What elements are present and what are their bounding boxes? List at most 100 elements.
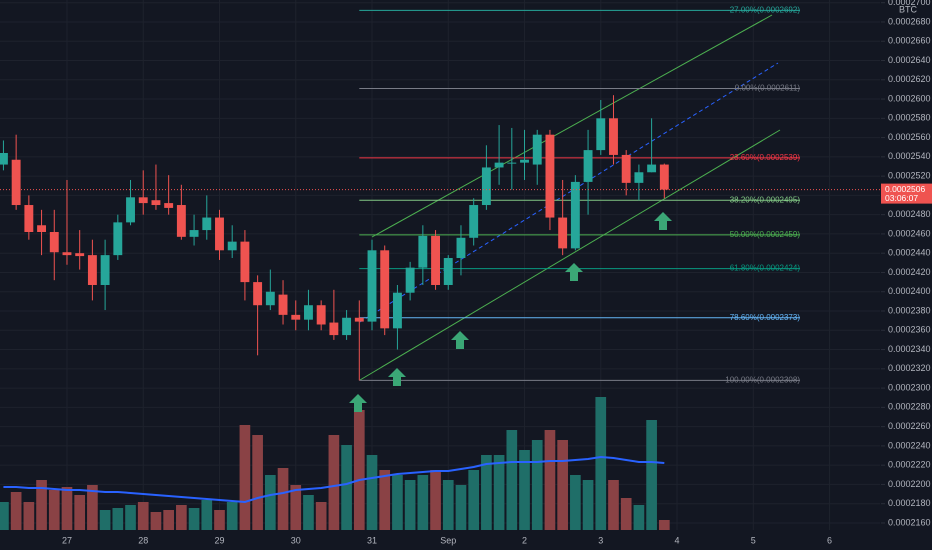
candle-body <box>354 317 364 322</box>
volume-bar <box>455 485 467 530</box>
x-tick-label: 3 <box>598 535 603 545</box>
time-axis-bg <box>0 531 881 550</box>
volume-bar <box>137 502 149 530</box>
candle-body <box>329 322 339 336</box>
y-tick-label: 0.0002640 <box>888 55 931 65</box>
volume-bar <box>353 410 365 530</box>
volume-bar <box>430 470 441 530</box>
x-tick-label: 30 <box>291 535 301 545</box>
candle-body <box>113 222 123 256</box>
price-axis-bg <box>881 0 932 550</box>
channel-mid <box>359 62 779 323</box>
y-tick-label: 0.0002520 <box>888 170 931 180</box>
volume-bar <box>506 430 518 530</box>
candle-body <box>0 152 8 165</box>
volume-bar <box>277 468 289 530</box>
y-tick-label: 0.0002300 <box>888 382 931 392</box>
candle-body <box>545 134 555 218</box>
volume-bar <box>74 495 86 530</box>
candle-body <box>609 118 618 155</box>
candle-body <box>520 159 529 163</box>
y-tick-label: 0.0002160 <box>888 517 931 527</box>
volume-bar <box>493 455 505 530</box>
volume-bar <box>557 440 568 530</box>
current-price-label: 0.0002506 <box>885 184 925 194</box>
candle-body <box>164 203 174 208</box>
candle-body <box>532 134 542 165</box>
candles <box>0 95 880 381</box>
volume-bar <box>125 505 136 530</box>
volume-bar <box>0 502 9 530</box>
volume-bar <box>646 420 657 530</box>
candle-body <box>418 235 428 268</box>
volume-bar <box>99 510 111 530</box>
volume-bar <box>658 520 670 530</box>
candle-body <box>151 200 161 206</box>
candle-body <box>176 205 186 237</box>
volume-bar <box>239 425 251 530</box>
volume-bar <box>214 510 225 530</box>
x-tick-label: Sep <box>440 535 456 545</box>
candle-body <box>570 181 580 249</box>
candle-body <box>202 217 212 231</box>
arrow-up <box>654 212 672 230</box>
volume-bar <box>163 510 174 530</box>
volume-bar <box>544 430 556 530</box>
volume-bar <box>404 480 416 530</box>
volume-bar <box>188 508 200 530</box>
candle-body <box>443 258 453 285</box>
y-tick-label: 0.0002600 <box>888 93 931 103</box>
fib-label: 50.00%(0.0002459) <box>730 230 801 239</box>
candle-body <box>583 150 593 182</box>
volume-bar <box>252 435 263 530</box>
y-tick-label: 0.0002260 <box>888 421 931 431</box>
volume-bar <box>23 502 35 530</box>
volume-bar <box>226 502 238 530</box>
volume-bar <box>150 512 162 530</box>
y-tick-label: 0.0002560 <box>888 132 931 142</box>
volume-bar <box>290 485 302 530</box>
candle-body <box>253 282 263 306</box>
y-tick-label: 0.0002420 <box>888 267 931 277</box>
fib-label: 78.60%(0.0002373) <box>730 313 801 322</box>
candle-body <box>405 267 415 293</box>
volume-bar <box>36 480 47 530</box>
y-tick-label: 0.0002460 <box>888 228 931 238</box>
arrow-up <box>565 263 583 281</box>
candle-body <box>138 197 148 204</box>
candle-body <box>392 292 402 329</box>
arrow-up <box>451 331 469 349</box>
volume-bar <box>201 500 213 530</box>
y-tick-label: 0.0002580 <box>888 113 931 123</box>
candle-body <box>596 118 606 151</box>
volume-bar <box>468 470 480 530</box>
y-tick-label: 0.0002480 <box>888 209 931 219</box>
candle-body <box>215 217 224 251</box>
candle-body <box>342 317 352 336</box>
candle-body <box>558 217 568 249</box>
y-tick-label: 0.0002400 <box>888 286 931 296</box>
candle-body <box>240 241 250 283</box>
x-tick-label: 28 <box>138 535 148 545</box>
volume-bar <box>87 485 98 530</box>
volume-bar <box>176 505 187 530</box>
volume-bar <box>328 435 340 530</box>
volume-bar <box>633 505 645 530</box>
y-tick-label: 0.0002340 <box>888 344 931 354</box>
candle-body <box>304 305 313 320</box>
candle-body <box>24 205 34 233</box>
channel-lower <box>359 129 781 381</box>
y-tick-label: 0.0002540 <box>888 151 931 161</box>
x-tick-label: 4 <box>675 535 680 545</box>
x-tick-label: 6 <box>827 535 832 545</box>
candle-body <box>469 205 479 238</box>
candle-body <box>100 255 110 285</box>
candle-body <box>494 162 504 168</box>
volume-bar <box>442 480 454 530</box>
candle-body <box>11 159 21 206</box>
y-tick-label: 0.0002220 <box>888 460 931 470</box>
volume-bar <box>595 397 607 530</box>
y-tick-label: 0.0002680 <box>888 16 931 26</box>
